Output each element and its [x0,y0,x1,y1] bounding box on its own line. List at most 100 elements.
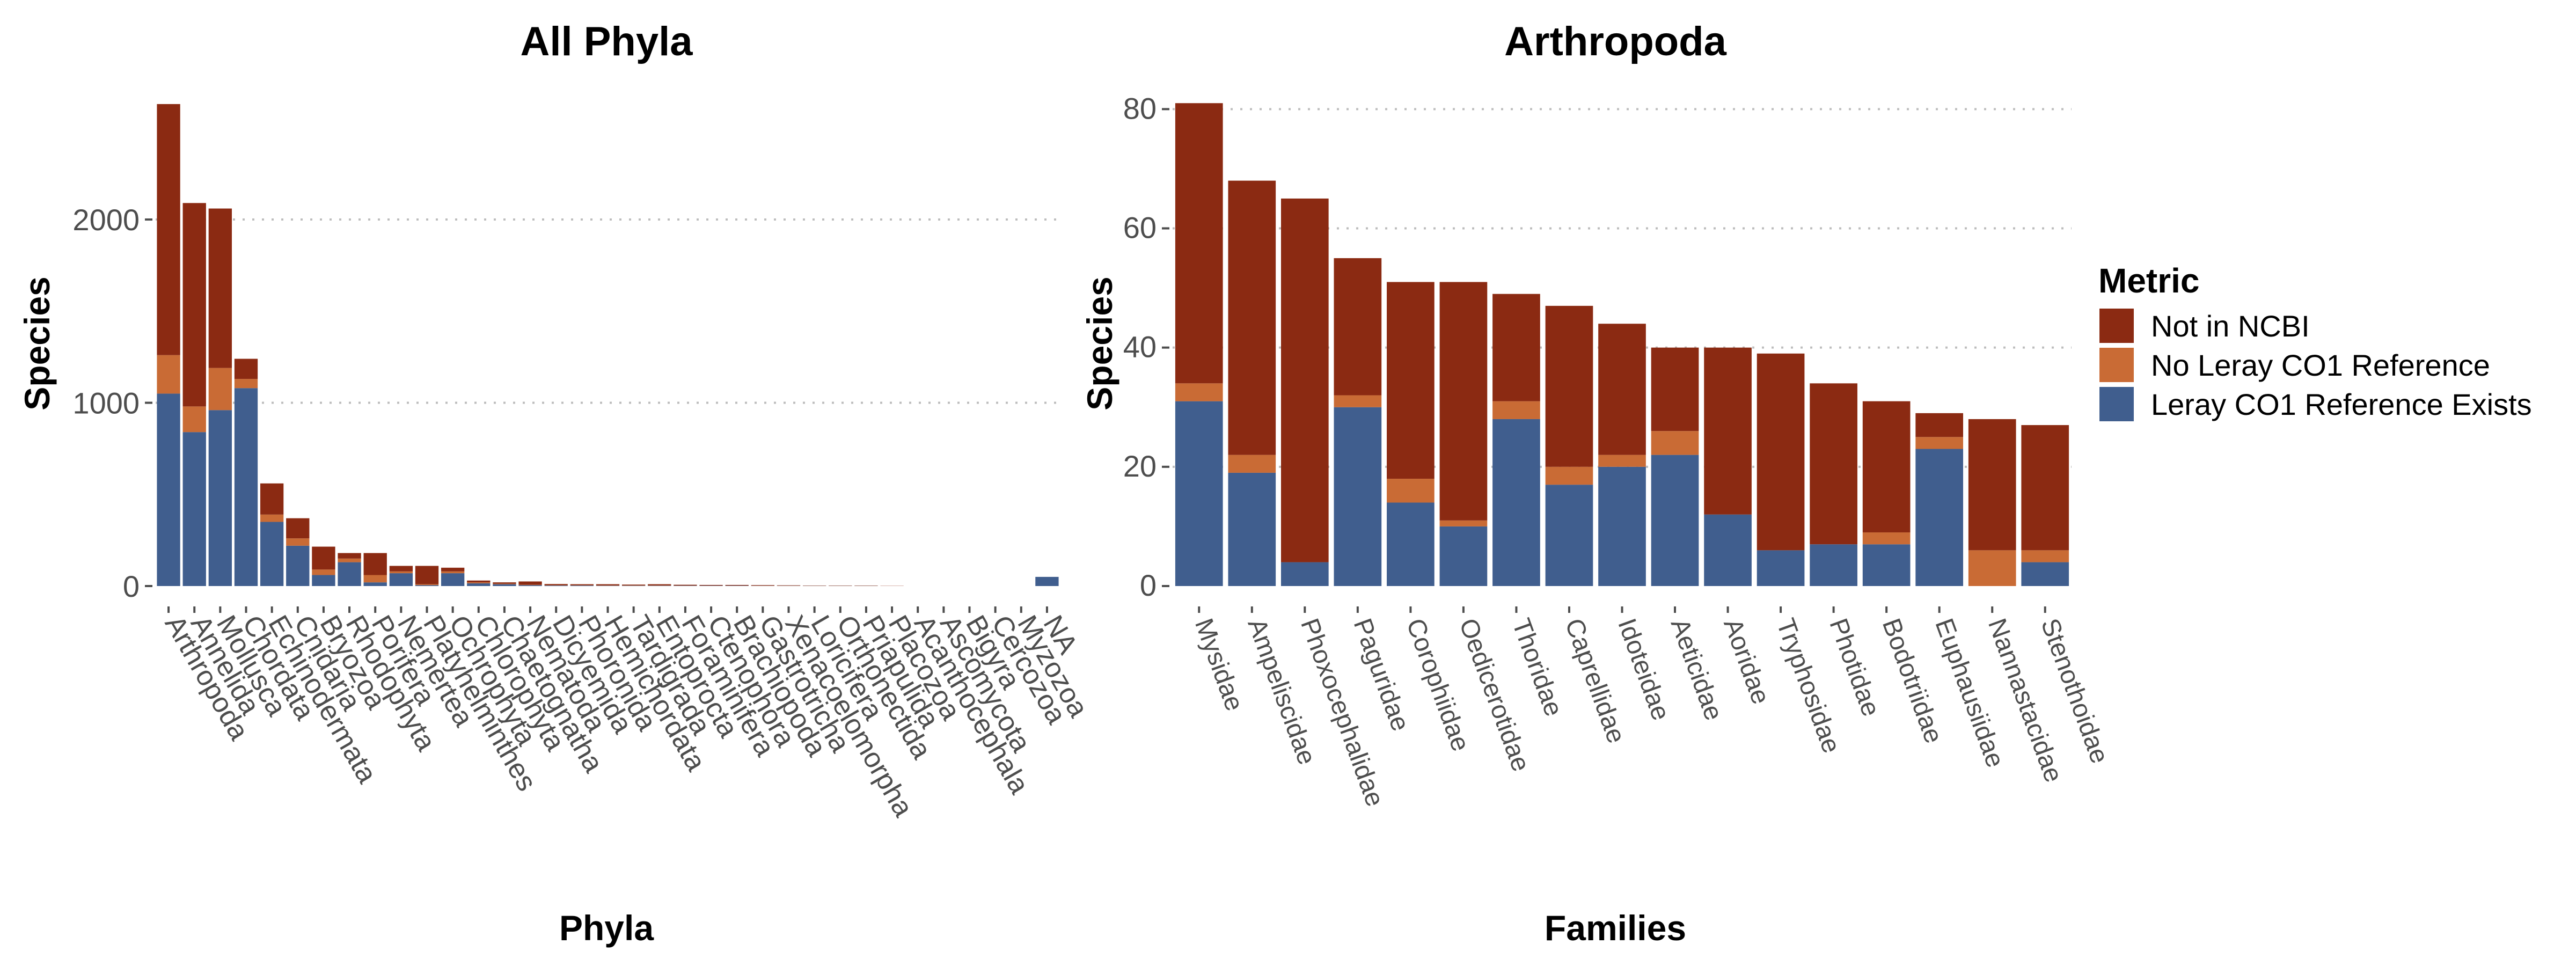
bar-phoxocephalidae-leray-co1-reference-exists [1280,562,1329,586]
bar-echinodermata-no-leray-co1-reference [260,514,284,522]
panel-arthropoda: Arthropoda 0 20 40 60 80 MysidaeAmpeliscidae… [1080,19,2114,948]
bar-porifera-leray-co1-reference-exists [363,582,387,586]
bar-idoteidae-no-leray-co1-reference [1598,455,1646,467]
bar-brachiopoda-not-in-ncbi [725,584,749,586]
bar-cnidaria-not-in-ncbi [286,518,310,539]
bar-aeticidae-leray-co1-reference-exists [1651,455,1699,586]
bar-cnidaria-no-leray-co1-reference [286,538,310,546]
bar-nemertea-not-in-ncbi [389,566,413,572]
bar-nematoda-leray-co1-reference-exists [518,585,542,586]
bar-paguridae-no-leray-co1-reference [1334,395,1382,407]
gridlines-all-phyla [156,218,1060,404]
bar-nannastacidae-no-leray-co1-reference [1968,550,2016,586]
x-tick-label-aoridae: Aoridae [1718,615,1775,708]
bar-photidae-leray-co1-reference-exists [1810,544,1857,586]
bar-photidae-not-in-ncbi [1810,383,1857,545]
bar-paguridae-leray-co1-reference-exists [1334,407,1382,586]
bar-platyhelminthes-leray-co1-reference-exists [415,585,439,586]
bar-bodotriidae-no-leray-co1-reference [1862,532,1911,545]
legend: Metric Not in NCBI No Leray CO1 Referenc… [2098,261,2532,421]
bar-phoronida-no-leray-co1-reference [570,585,594,586]
x-axis-title-arthropoda: Families [1545,908,1686,948]
bar-idoteidae-not-in-ncbi [1598,324,1646,455]
bar-aeticidae-not-in-ncbi [1651,347,1699,431]
bar-corophiidae-not-in-ncbi [1387,282,1435,479]
bar-na-leray-co1-reference-exists [1035,576,1059,586]
x-tick-label-photidae: Photidae [1824,615,1885,720]
bar-ampeliscidae-not-in-ncbi [1228,180,1276,455]
bar-oedicerotidae-leray-co1-reference-exists [1439,526,1488,586]
bar-corophiidae-leray-co1-reference-exists [1387,502,1435,586]
bar-stenothoidae-no-leray-co1-reference [2021,550,2069,562]
bar-thoridae-no-leray-co1-reference [1492,401,1540,419]
bar-aoridae-not-in-ncbi [1704,347,1752,515]
y-axis-title-all-phyla: Species [17,276,57,411]
bar-arthropoda-leray-co1-reference-exists [157,393,180,586]
bar-ctenophora-not-in-ncbi [699,584,723,586]
bar-echinodermata-not-in-ncbi [260,483,284,515]
legend-swatch-leray-exists [2099,387,2134,421]
y-tick-label: 0 [123,569,140,603]
y-axis-title-arthropoda: Species [1080,276,1119,411]
bar-nematoda-not-in-ncbi [518,581,542,585]
legend-label-leray-exists: Leray CO1 Reference Exists [2151,387,2532,421]
bar-thoridae-not-in-ncbi [1492,294,1540,401]
bar-mollusca-leray-co1-reference-exists [208,410,232,586]
legend-title: Metric [2098,261,2200,300]
bar-annelida-leray-co1-reference-exists [182,432,206,586]
bar-bryozoa-no-leray-co1-reference [312,569,335,575]
bar-arthropoda-no-leray-co1-reference [157,355,180,394]
bar-porifera-not-in-ncbi [363,553,387,575]
x-ticks-all-phyla: ArthropodaAnnelidaMolluscaChordataEchino… [159,606,1094,822]
bar-arthropoda-not-in-ncbi [157,104,180,355]
bar-phoxocephalidae-not-in-ncbi [1280,198,1329,562]
bar-chordata-leray-co1-reference-exists [234,388,258,586]
bar-nannastacidae-not-in-ncbi [1968,419,2016,551]
bar-euphausiidae-not-in-ncbi [1915,413,1964,437]
bar-echinodermata-leray-co1-reference-exists [260,522,284,586]
bar-nemertea-no-leray-co1-reference [389,571,413,574]
bar-platyhelminthes-not-in-ncbi [415,566,439,584]
bar-chlorophyta-leray-co1-reference-exists [467,583,491,586]
bar-annelida-no-leray-co1-reference [182,406,206,433]
bar-ochrophyta-no-leray-co1-reference [441,571,465,574]
y-tick-label: 80 [1123,91,1157,125]
bar-cnidaria-leray-co1-reference-exists [286,545,310,586]
bar-ochrophyta-not-in-ncbi [441,567,465,572]
bar-thoridae-leray-co1-reference-exists [1492,419,1540,586]
x-tick-label-idoteidae: Idoteidae [1612,615,1675,724]
bar-mollusca-not-in-ncbi [208,208,232,368]
bar-oedicerotidae-no-leray-co1-reference [1439,520,1488,526]
bar-corophiidae-no-leray-co1-reference [1387,479,1435,503]
legend-label-not-in-ncbi: Not in NCBI [2151,309,2310,343]
y-tick-label: 1000 [72,386,140,420]
panel-title-arthropoda: Arthropoda [1504,19,1726,64]
bar-rhodophyta-not-in-ncbi [338,553,361,559]
bar-dicyemida-not-in-ncbi [544,584,568,586]
bar-paguridae-not-in-ncbi [1334,258,1382,396]
y-ticks-arthropoda: 0 20 40 60 80 [1123,91,1169,602]
bar-nemertea-leray-co1-reference-exists [389,573,413,586]
bar-gastrotricha-not-in-ncbi [751,585,775,586]
bar-aeticidae-no-leray-co1-reference [1651,431,1699,455]
bar-foraminifera-not-in-ncbi [674,584,697,586]
bar-bodotriidae-leray-co1-reference-exists [1862,544,1911,586]
bar-rhodophyta-leray-co1-reference-exists [338,562,361,586]
panel-title-all-phyla: All Phyla [521,19,693,64]
bar-chaetognatha-not-in-ncbi [493,582,516,584]
bar-bryozoa-not-in-ncbi [312,546,335,570]
bar-porifera-no-leray-co1-reference [363,575,387,583]
x-tick-label-mysidae: Mysidae [1189,615,1249,715]
bar-chordata-not-in-ncbi [234,358,258,379]
bar-mollusca-no-leray-co1-reference [208,368,232,411]
bar-mysidae-not-in-ncbi [1175,103,1223,384]
x-axis-title-all-phyla: Phyla [559,908,654,948]
bar-chlorophyta-not-in-ncbi [467,580,491,583]
bar-phoronida-not-in-ncbi [570,584,594,586]
bar-stenothoidae-leray-co1-reference-exists [2021,562,2069,586]
bar-nematoda-no-leray-co1-reference [518,584,542,586]
bar-ampeliscidae-leray-co1-reference-exists [1228,472,1276,586]
bar-idoteidae-leray-co1-reference-exists [1598,466,1646,586]
bar-tryphosidae-not-in-ncbi [1757,353,1805,551]
panel-all-phyla: All Phyla 0 1000 2000 ArthropodaAnnelidaMo… [17,19,1094,948]
